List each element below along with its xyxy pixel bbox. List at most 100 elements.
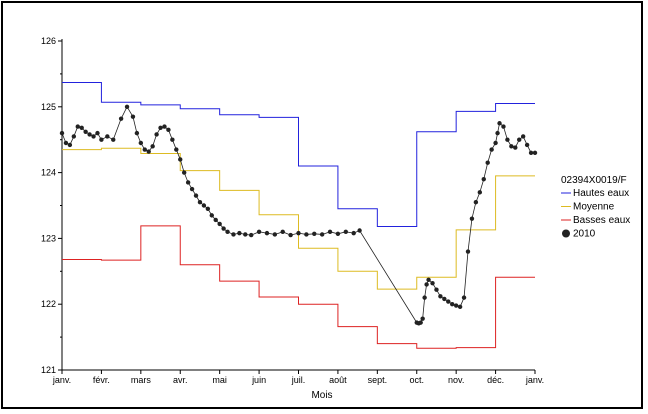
data-point	[205, 206, 211, 211]
data-point	[513, 145, 518, 150]
data-point	[181, 170, 187, 175]
data-point	[422, 295, 427, 300]
data-point	[193, 193, 199, 198]
data-point	[83, 129, 88, 135]
data-point	[351, 230, 356, 236]
data-point	[497, 121, 502, 126]
chart-frame	[1, 1, 643, 409]
data-point	[520, 134, 526, 139]
data-point	[485, 160, 490, 165]
data-point	[420, 316, 425, 321]
data-point	[142, 147, 147, 152]
data-point	[243, 232, 248, 237]
data-point	[343, 229, 348, 235]
data-point	[264, 230, 270, 236]
data-point	[481, 176, 486, 182]
x-tick-label: janv.	[525, 375, 544, 385]
data-point	[91, 134, 96, 139]
data-point	[201, 203, 207, 208]
data-point	[138, 140, 144, 146]
data-point	[442, 296, 447, 302]
data-point	[130, 114, 136, 119]
data-point	[489, 147, 494, 152]
x-tick-label: août	[329, 375, 347, 385]
data-point	[166, 127, 171, 133]
data-point	[469, 216, 475, 221]
axes: 121 122 123 124 125 126 janv. févr. mars avr. mai j…	[41, 36, 544, 385]
data-point	[118, 116, 124, 121]
data-point	[495, 130, 500, 136]
y-tick-label: 123	[41, 233, 56, 243]
data-point	[197, 200, 203, 205]
data-point	[154, 132, 159, 137]
data-point	[532, 150, 538, 156]
x-axis-label: Mois	[311, 390, 332, 401]
data-point	[95, 130, 100, 136]
x-tick-label: mai	[212, 375, 227, 385]
y-tick-label: 121	[41, 365, 56, 375]
x-tick-label: juin	[251, 375, 266, 385]
data-point	[327, 229, 333, 235]
data-point	[213, 217, 218, 223]
data-point	[296, 230, 301, 236]
data-point	[124, 104, 130, 110]
x-tick-label: nov.	[448, 375, 464, 385]
x-tick-label: févr.	[93, 375, 110, 385]
data-point	[319, 232, 325, 237]
data-point	[509, 144, 514, 149]
data-point	[237, 230, 242, 236]
data-point	[209, 213, 214, 218]
data-point	[424, 282, 429, 287]
y-tick-label: 124	[41, 168, 56, 178]
data-point	[71, 134, 77, 139]
series-lines	[61, 81, 535, 349]
data-point	[67, 142, 73, 148]
data-point	[430, 280, 435, 286]
data-point	[528, 150, 534, 156]
data-point	[249, 232, 254, 238]
data-point	[105, 134, 110, 139]
data-point	[79, 125, 84, 131]
series-line-moyenne	[62, 147, 535, 290]
data-point	[170, 137, 175, 142]
y-tick-label: 122	[41, 299, 56, 309]
data-point	[517, 137, 522, 142]
data-point	[99, 137, 104, 142]
data-point	[357, 228, 362, 233]
x-tick-label: sept.	[368, 375, 388, 385]
data-point	[185, 180, 191, 185]
data-point	[59, 130, 65, 136]
legend-label: Basses eaux	[573, 215, 630, 226]
legend: 02394X0019/F Hautes eaux Moyenne Basses ea…	[561, 175, 630, 240]
x-tick-label: mars	[131, 375, 151, 385]
data-point	[505, 137, 510, 142]
data-point	[461, 295, 467, 300]
data-point	[150, 144, 155, 149]
y-tick-label: 125	[41, 102, 56, 112]
data-point	[288, 232, 293, 238]
data-point	[162, 124, 167, 129]
data-point	[473, 200, 479, 205]
x-tick-label: janv.	[52, 375, 71, 385]
data-point	[465, 249, 471, 254]
data-point	[225, 229, 230, 235]
data-point	[453, 303, 459, 308]
data-point	[217, 221, 222, 227]
data-point	[63, 140, 69, 146]
data-point	[434, 287, 439, 292]
data-point	[158, 125, 163, 131]
data-point	[272, 232, 278, 237]
series-line-basses-eaux	[62, 225, 535, 349]
data-point	[221, 226, 226, 231]
data-point	[231, 232, 236, 237]
x-tick-label: avr.	[173, 375, 188, 385]
data-point	[134, 130, 140, 136]
data-point	[438, 294, 443, 299]
data-point	[335, 231, 341, 236]
x-tick-label: oct.	[409, 375, 424, 385]
series-line-hautes-eaux	[62, 81, 535, 228]
data-point	[446, 299, 451, 304]
data-point	[493, 140, 498, 146]
data-markers-2010	[59, 104, 538, 326]
x-tick-label: déc.	[487, 375, 504, 385]
